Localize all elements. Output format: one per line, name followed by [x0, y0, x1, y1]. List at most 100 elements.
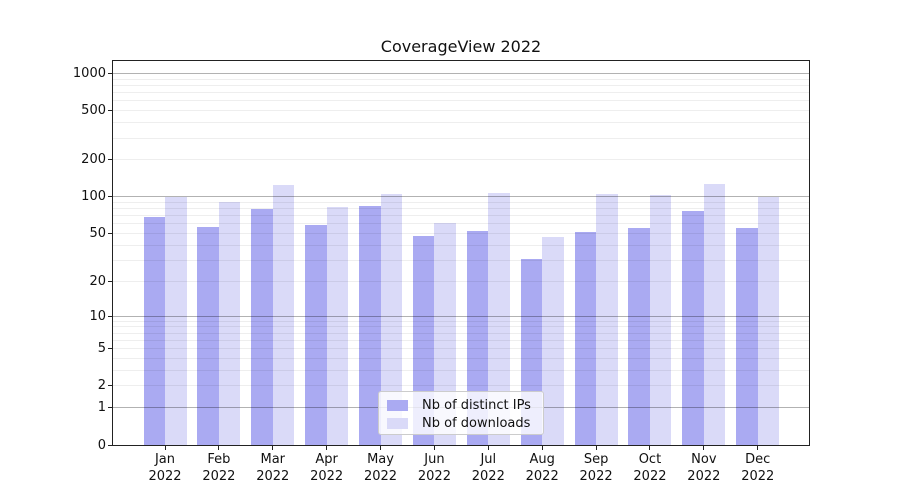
legend: Nb of distinct IPs Nb of downloads — [378, 391, 544, 435]
legend-item: Nb of distinct IPs — [379, 396, 543, 414]
x-tick-label: May 2022 — [349, 451, 413, 485]
x-tick — [218, 446, 220, 450]
x-tick-label-month: Jul — [480, 452, 497, 467]
bar-downloads — [542, 236, 564, 445]
gridline-minor — [113, 348, 809, 350]
plot-area: 0 1 2 5 10 20 50 100 200 500 1000 Jan 2022 Feb 2022 Mar… — [73, 60, 810, 484]
y-tick-label: 50 — [89, 226, 106, 242]
y-tick — [108, 407, 112, 409]
gridline-minor — [113, 215, 809, 217]
gridline-minor — [113, 110, 809, 112]
x-tick-label-month: Apr — [315, 452, 338, 467]
x-tick-label: Sep 2022 — [564, 451, 628, 485]
gridline-minor — [113, 159, 809, 161]
x-tick-label-month: May — [367, 452, 394, 467]
gridline-minor — [113, 233, 809, 235]
gridline-minor — [113, 92, 809, 94]
x-tick-label-year: 2022 — [148, 469, 182, 484]
gridline-minor — [113, 100, 809, 102]
x-tick-label-year: 2022 — [741, 469, 775, 484]
x-tick-label-month: Oct — [638, 452, 662, 467]
x-tick-label-year: 2022 — [310, 469, 344, 484]
x-tick — [541, 446, 543, 450]
bar-downloads — [326, 207, 349, 445]
x-tick-label-month: Aug — [529, 452, 555, 467]
bar-downloads — [757, 196, 780, 445]
gridline-major — [113, 315, 809, 317]
legend-label: Nb of distinct IPs — [422, 397, 531, 413]
x-tick-label: Jun 2022 — [402, 451, 466, 485]
y-tick-label: 20 — [89, 273, 106, 289]
gridline-minor — [113, 385, 809, 387]
x-tick-label-month: Jun — [424, 452, 445, 467]
x-tick-label-year: 2022 — [363, 469, 398, 484]
x-tick — [487, 446, 489, 450]
gridline-minor — [113, 201, 809, 203]
y-tick — [108, 72, 112, 74]
bar-downloads — [649, 195, 672, 445]
y-tick-label: 5 — [97, 341, 106, 357]
x-tick — [703, 446, 705, 450]
bar-distinct-ips — [305, 224, 327, 445]
x-tick-label-year: 2022 — [471, 469, 505, 484]
legend-swatch-downloads — [387, 417, 408, 429]
bar-distinct-ips — [682, 210, 704, 445]
x-tick — [757, 446, 759, 450]
legend-item: Nb of downloads — [379, 414, 543, 432]
x-tick-label: Jan 2022 — [133, 451, 197, 485]
x-tick-label: Mar 2022 — [241, 451, 305, 485]
chart-title: CoverageView 2022 — [380, 37, 542, 56]
x-tick-label: Apr 2022 — [295, 451, 359, 485]
bar-downloads — [596, 193, 618, 445]
bar-downloads — [218, 202, 241, 445]
gridline-minor — [113, 208, 809, 210]
x-tick-label: Nov 2022 — [672, 451, 736, 485]
gridline-major — [113, 196, 809, 198]
x-tick-label: Jul 2022 — [456, 451, 520, 485]
x-tick-label-year: 2022 — [417, 469, 451, 484]
x-tick-label: Oct 2022 — [618, 451, 682, 485]
y-tick — [108, 348, 112, 350]
y-tick — [108, 159, 112, 161]
bar-downloads — [434, 223, 456, 445]
legend-swatch-distinct-ips — [387, 399, 408, 411]
bar-distinct-ips — [359, 206, 381, 445]
bar-downloads — [703, 183, 726, 445]
y-tick — [108, 196, 112, 198]
x-tick — [164, 446, 166, 450]
gridline-minor — [113, 122, 809, 124]
bar-distinct-ips — [197, 226, 219, 445]
x-tick — [380, 446, 382, 450]
x-tick — [433, 446, 435, 450]
gridline-minor — [113, 259, 809, 261]
x-tick-label-month: Sep — [583, 452, 609, 467]
x-tick-label-year: 2022 — [633, 469, 667, 484]
x-tick — [272, 446, 274, 450]
gridline-minor — [113, 78, 809, 80]
y-tick-label: 100 — [81, 189, 106, 205]
y-tick — [108, 444, 112, 446]
x-tick-label: Aug 2022 — [510, 451, 574, 485]
y-tick — [108, 233, 112, 235]
x-tick — [649, 446, 651, 450]
gridline-minor — [113, 84, 809, 86]
y-tick — [108, 110, 112, 112]
y-tick-label: 1000 — [72, 65, 106, 81]
y-tick-label: 500 — [81, 103, 106, 119]
y-tick — [108, 385, 112, 387]
gridline-minor — [113, 357, 809, 359]
gridline-minor — [113, 223, 809, 225]
x-tick-label-month: Dec — [745, 452, 771, 467]
x-tick-label-year: 2022 — [525, 469, 559, 484]
gridline-minor — [113, 280, 809, 282]
gridline-minor — [113, 244, 809, 246]
bar-distinct-ips — [736, 227, 758, 445]
gridline-minor — [113, 369, 809, 371]
x-tick-label-month: Nov — [691, 452, 717, 467]
y-tick-label: 2 — [97, 378, 106, 394]
y-tick-label: 10 — [89, 308, 106, 324]
x-tick-label-month: Feb — [207, 452, 231, 467]
x-tick — [326, 446, 328, 450]
gridline-minor — [113, 320, 809, 322]
